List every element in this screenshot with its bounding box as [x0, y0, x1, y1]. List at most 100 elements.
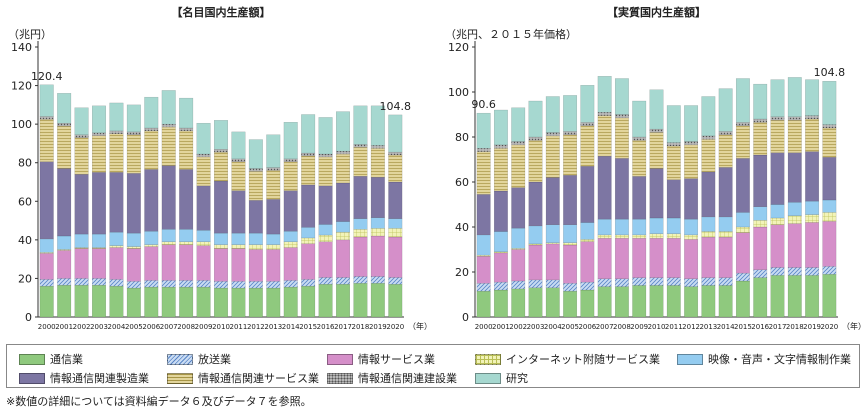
- bar-segment: [684, 105, 699, 142]
- x-tick-label: 2006: [578, 323, 596, 331]
- bar-segment: [580, 281, 595, 291]
- bar-segment: [787, 223, 802, 268]
- bar-segment: [822, 127, 837, 158]
- bar-segment: [92, 105, 106, 134]
- chart-title: 【名目国内生産額】: [172, 5, 271, 19]
- footnote: ※数値の詳細については資料編データ６及びデータ７を参照。: [6, 395, 312, 408]
- bar-segment: [805, 115, 820, 120]
- bar-segment: [718, 131, 733, 135]
- bar-segment: [493, 148, 508, 192]
- bar-segment: [805, 275, 820, 318]
- bar-segment: [493, 281, 508, 291]
- bar-segment: [353, 218, 368, 230]
- bar-segment: [787, 215, 802, 224]
- bar-segment: [231, 190, 246, 234]
- bar-segment: [735, 226, 750, 233]
- total-annotation: 104.8: [814, 66, 846, 79]
- x-tick-label: 2017: [769, 323, 787, 331]
- bar-segment: [283, 190, 298, 232]
- bar-segment: [493, 289, 508, 318]
- bar-segment: [493, 190, 508, 232]
- bar-segment: [179, 241, 194, 245]
- bar-segment: [214, 281, 228, 289]
- x-tick-label: 2015: [299, 323, 317, 331]
- bar-segment: [684, 286, 699, 318]
- bar-segment: [528, 136, 543, 141]
- bar-segment: [753, 118, 768, 123]
- bar-segment: [580, 122, 595, 126]
- y-tick-label: 120: [448, 41, 469, 54]
- bar-segment: [39, 116, 54, 120]
- bar-segment: [266, 281, 281, 289]
- bar-segment: [701, 277, 716, 286]
- bar-segment: [196, 245, 211, 281]
- bar-segment: [214, 120, 228, 150]
- bar-segment: [301, 237, 316, 244]
- bar-segment: [614, 238, 629, 279]
- bar-segment: [787, 267, 802, 276]
- bar-segment: [179, 229, 194, 242]
- bar-segment: [822, 266, 837, 275]
- bar-segment: [109, 245, 124, 248]
- bar-segment: [476, 194, 491, 236]
- x-tick-label: 2005: [561, 323, 579, 331]
- bar-segment: [666, 179, 681, 219]
- x-tick-label: 2000: [38, 323, 56, 331]
- y-tick-label: 40: [18, 234, 32, 247]
- bar-segment: [336, 153, 350, 184]
- bar-segment: [301, 114, 316, 154]
- bar-segment: [283, 122, 298, 160]
- bar-segment: [476, 148, 491, 152]
- y-tick-label: 60: [455, 176, 469, 189]
- bar-segment: [805, 79, 820, 116]
- x-tick-label: 2003: [90, 323, 108, 331]
- bar-segment: [109, 285, 124, 318]
- bar-segment: [476, 151, 491, 195]
- bar-segment: [39, 285, 54, 318]
- bar-segment: [196, 286, 211, 318]
- bar-segment: [476, 283, 491, 292]
- bar-segment: [805, 267, 820, 276]
- bar-segment: [266, 134, 281, 168]
- bar-segment: [92, 284, 106, 318]
- bar-segment: [770, 79, 785, 117]
- bar-segment: [336, 182, 350, 222]
- bar-segment: [701, 171, 716, 218]
- bar-segment: [336, 277, 350, 285]
- bar-segment: [649, 132, 664, 169]
- x-tick-label: 2020: [386, 323, 404, 331]
- bar-segment: [126, 134, 141, 174]
- x-tick-label: 2018: [786, 323, 804, 331]
- bar-segment: [214, 248, 228, 282]
- bar-segment: [353, 144, 368, 148]
- bar-segment: [248, 200, 263, 234]
- bar-segment: [493, 252, 508, 283]
- bar-segment: [735, 125, 750, 159]
- chart-title: 【実質国内生産額】: [607, 5, 706, 19]
- bar-segment: [74, 278, 89, 286]
- bar-segment: [179, 280, 194, 288]
- bar-segment: [39, 238, 54, 253]
- legend-swatch-ict-related-services: [167, 372, 193, 384]
- bar-segment: [580, 222, 595, 240]
- bar-segment: [318, 241, 333, 278]
- bar-segment: [528, 244, 543, 281]
- x-tick-label: 2016: [751, 323, 769, 331]
- bar-segment: [684, 141, 699, 146]
- bar-segment: [632, 176, 647, 220]
- bar-segment: [511, 280, 526, 290]
- bar-segment: [57, 235, 72, 250]
- legend-label: 情報通信関連製造業: [50, 372, 149, 385]
- bar-segment: [161, 90, 176, 125]
- bar-segment: [370, 235, 385, 277]
- bar-segment: [614, 117, 629, 159]
- bar-segment: [92, 172, 106, 235]
- bar-segment: [649, 277, 664, 286]
- bar-segment: [545, 177, 560, 225]
- bar-segment: [649, 128, 664, 133]
- x-tick-label: 2019: [803, 323, 821, 331]
- bar-segment: [144, 280, 159, 288]
- bar-segment: [511, 141, 526, 146]
- bar-segment: [92, 135, 106, 173]
- bar-segment: [701, 216, 716, 232]
